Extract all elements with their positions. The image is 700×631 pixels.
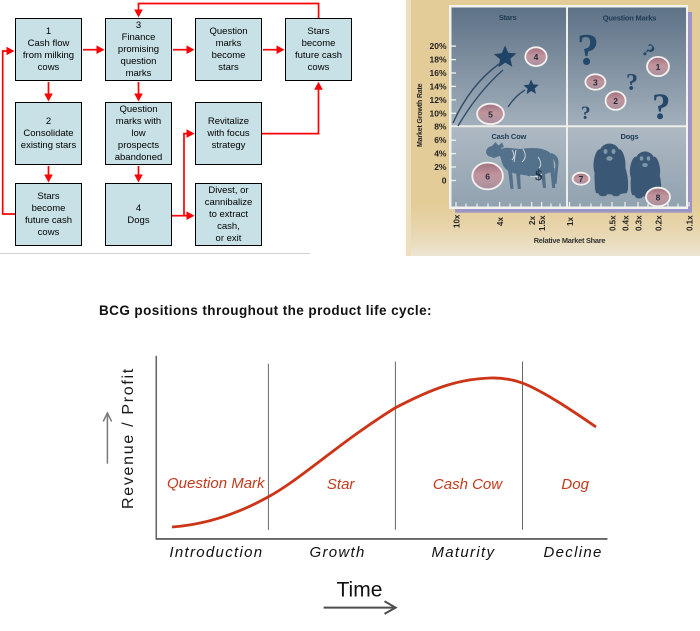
svg-text:0.1x: 0.1x [686,215,695,231]
svg-text:10%: 10% [429,108,446,118]
svg-text:Maturity: Maturity [432,544,496,561]
svg-text:4: 4 [534,52,539,62]
svg-text:?: ? [626,70,638,96]
svg-text:Relative Market Share: Relative Market Share [534,236,606,245]
svg-text:Cash Cow: Cash Cow [433,476,503,493]
svg-text:4x: 4x [496,217,505,226]
svg-text:0.2x: 0.2x [655,215,664,231]
svg-text:6%: 6% [434,135,447,145]
svg-text:6: 6 [485,172,490,182]
svg-text:Time: Time [337,579,383,602]
svg-text:Question Marks: Question Marks [603,14,656,23]
svg-text:1x: 1x [566,217,575,226]
svg-text:3: 3 [593,78,598,88]
svg-text:0.3x: 0.3x [635,215,644,231]
svg-text:8: 8 [656,193,661,203]
svg-text:0.4x: 0.4x [622,215,631,231]
svg-text:Question Mark: Question Mark [167,475,266,492]
svg-text:Decline: Decline [544,544,603,561]
svg-text:Market Growth Rate: Market Growth Rate [417,83,424,147]
svg-text:0.5x: 0.5x [609,215,618,231]
svg-text:1.5x: 1.5x [538,215,547,231]
svg-text:2%: 2% [434,162,447,172]
svg-text:5: 5 [488,109,493,119]
svg-text:Introduction: Introduction [169,544,263,561]
svg-text:Dogs: Dogs [621,132,639,141]
svg-text:20%: 20% [429,41,446,51]
svg-text:8%: 8% [434,122,447,132]
svg-text:Star: Star [327,476,356,493]
svg-text:7: 7 [579,174,584,184]
svg-text:Growth: Growth [310,544,366,561]
svg-text:Revenue / Profit: Revenue / Profit [120,367,137,509]
svg-text:4%: 4% [434,149,447,159]
svg-text:1: 1 [656,62,661,72]
svg-text:12%: 12% [429,95,446,105]
svg-text:?: ? [652,87,671,128]
svg-text:Cash Cow: Cash Cow [491,132,526,141]
svg-text:14%: 14% [429,81,446,91]
svg-text:Dog: Dog [561,476,589,493]
svg-text:16%: 16% [429,68,446,78]
svg-text:?: ? [577,25,599,74]
svg-text:Stars: Stars [499,13,517,22]
svg-text:$: $ [535,168,543,184]
svg-text:2: 2 [613,96,618,106]
svg-text:2x: 2x [528,216,537,225]
svg-text:?: ? [581,103,591,124]
svg-text:10x: 10x [453,214,462,228]
svg-text:18%: 18% [429,55,446,65]
svg-text:0: 0 [442,176,447,186]
